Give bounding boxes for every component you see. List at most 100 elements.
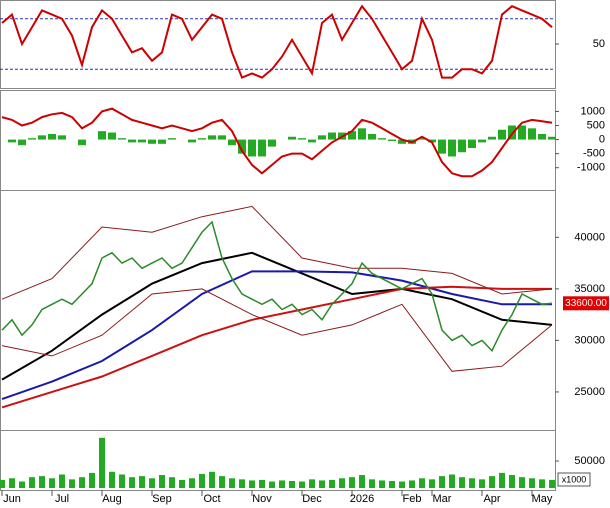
volume-bar (479, 479, 485, 488)
volume-bar (519, 477, 525, 488)
x-tick-label: Mar (433, 493, 452, 505)
moving-average (1, 285, 552, 409)
histogram-bar (388, 139, 396, 141)
line (1, 4, 553, 79)
histogram-bar (168, 138, 176, 140)
last-price-box (563, 296, 609, 311)
histogram-bar (518, 125, 526, 140)
histogram-bar (488, 136, 496, 140)
histogram-bar (298, 138, 306, 140)
x-tick-label: Sep (152, 493, 172, 505)
x-tick-label: Apr (483, 493, 500, 505)
histogram-bar (128, 139, 136, 143)
volume-bar (339, 478, 345, 488)
y-tick-label: 40000 (574, 231, 605, 243)
histogram-bar (208, 135, 216, 140)
volume-bar (309, 479, 315, 488)
histogram-bar (538, 133, 546, 140)
x-tick-label: Oct (203, 493, 220, 505)
histogram-bar (328, 132, 336, 140)
y-tick-label: -1000 (577, 162, 605, 174)
volume-bar (449, 474, 455, 488)
volume-bar (209, 471, 215, 488)
histogram-bar (108, 132, 116, 140)
volume-bar (379, 480, 385, 488)
x-tick-label: Dec (302, 493, 322, 505)
histogram-bar (18, 139, 26, 146)
x-tick-label: Jul (55, 493, 69, 505)
volume-bar (429, 479, 435, 488)
unit-box (557, 472, 591, 487)
moving-average (1, 270, 552, 401)
histogram-bar (528, 128, 536, 140)
y-tick-label: 50000 (574, 455, 605, 467)
volume-bar (459, 477, 465, 488)
histogram-bar (448, 139, 456, 157)
volume-bar (289, 480, 295, 488)
histogram-bar (458, 139, 466, 153)
volume-bar (329, 479, 335, 488)
volume-bar (79, 477, 85, 488)
histogram-bar (248, 139, 256, 157)
histogram-bar (358, 128, 366, 140)
y-tick-label: 25000 (574, 386, 605, 398)
volume-bar (0, 479, 5, 488)
histogram-bar (468, 139, 476, 149)
volume-bar (239, 479, 245, 488)
histogram-bar (228, 139, 236, 146)
histogram-bar (98, 131, 106, 140)
histogram-bar (198, 138, 206, 140)
x-tick-label: 2026 (350, 493, 374, 505)
volume-bar (249, 480, 255, 488)
x-tick-label: May (532, 493, 553, 505)
volume-bar (279, 480, 285, 488)
volume-bar (269, 481, 275, 488)
volume-bar (469, 478, 475, 488)
histogram-bar (498, 129, 506, 140)
y-tick-label: 0 (599, 133, 605, 145)
volume-bar (69, 479, 75, 488)
histogram-bar (238, 139, 246, 154)
volume-bar (199, 473, 205, 488)
histogram-bar (28, 138, 36, 140)
histogram-bar (78, 139, 86, 146)
volume-bar (319, 480, 325, 488)
y-tick-label: -500 (583, 148, 605, 160)
volume-bar (299, 481, 305, 488)
y-tick-label: 50 (593, 38, 605, 50)
histogram-bar (478, 139, 486, 143)
volume-bar (349, 477, 355, 488)
volume-bar (179, 479, 185, 488)
volume-bar (59, 474, 65, 488)
histogram-bar (418, 138, 426, 140)
volume-bar (229, 478, 235, 488)
volume-bar (99, 437, 105, 488)
histogram-bar (548, 136, 556, 140)
histogram-bar (398, 139, 406, 144)
histogram-bar (188, 139, 196, 143)
histogram-bar (348, 131, 356, 140)
moving-average (1, 251, 553, 381)
volume-bar (259, 479, 265, 488)
histogram-bar (118, 138, 126, 140)
volume-bar (159, 475, 165, 488)
volume-bar (219, 476, 225, 488)
volume-bar (409, 480, 415, 488)
y-tick-label: 35000 (574, 283, 605, 295)
x-tick-label: Nov (252, 493, 272, 505)
moving-average (1, 288, 553, 372)
last-price-label: 33600.00 (565, 298, 607, 309)
volume-bar (369, 479, 375, 488)
volume-bar (389, 480, 395, 488)
unit-label: x1000 (562, 474, 587, 484)
histogram-bar (8, 139, 16, 143)
histogram-bar (48, 133, 56, 140)
volume-bar (539, 479, 545, 488)
histogram-bar (438, 139, 446, 154)
volume-bar (529, 478, 535, 488)
volume-bar (419, 478, 425, 488)
volume-bar (169, 477, 175, 488)
volume-bar (39, 476, 45, 488)
